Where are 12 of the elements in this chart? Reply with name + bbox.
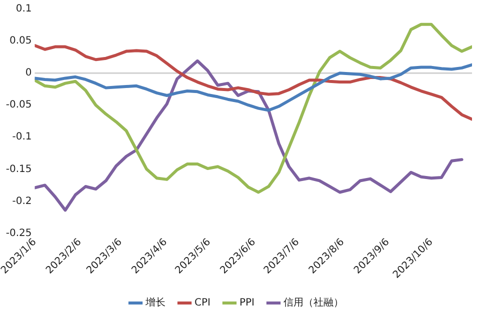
y-tick-label: -0.05 — [6, 100, 32, 111]
y-tick-label: 0.05 — [9, 36, 32, 47]
legend-label: PPI — [239, 298, 254, 309]
y-tick-label: 0.1 — [16, 4, 32, 15]
legend-label: 信用（社融） — [283, 296, 344, 309]
y-tick-label: -0.2 — [12, 196, 32, 207]
y-tick-label: -0.1 — [12, 132, 32, 143]
legend-label: CPI — [194, 298, 210, 309]
legend-label: 增长 — [144, 296, 166, 309]
y-tick-label: 0 — [25, 68, 32, 79]
y-tick-label: -0.25 — [6, 228, 32, 239]
y-tick-label: -0.15 — [6, 164, 32, 175]
